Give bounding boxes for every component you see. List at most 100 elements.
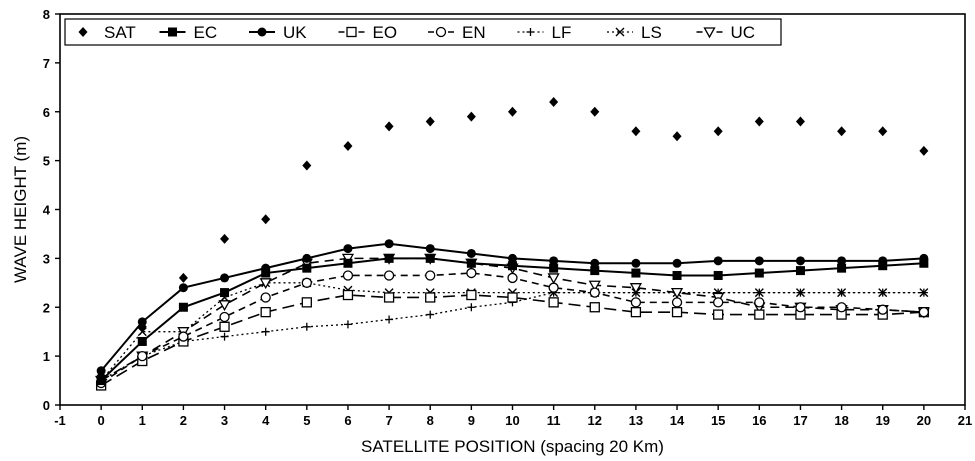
legend-label-en: EN [462,23,486,42]
series-eo-point [301,297,312,308]
series-ec-point [343,258,353,268]
series-uk-point [837,256,847,266]
series-en-point [301,277,312,288]
series-ls-point [795,288,805,298]
series-sat-point [220,233,230,244]
x-axis-title: SATELLITE POSITION (spacing 20 Km) [361,437,664,456]
series-sat-point [672,131,682,142]
series-uk-point [672,258,682,268]
series-eo-point [507,292,518,303]
series-eo-point [425,292,436,303]
series-sat [96,96,929,381]
legend-label-sat: SAT [104,23,136,42]
series-ec-point [878,261,888,271]
x-tick-label: -1 [54,413,66,428]
series-sat-point [343,140,353,151]
series-en-point [383,270,395,281]
legend-marker-sat [78,27,88,37]
plot-frame [59,13,966,406]
x-tick-label: 3 [221,413,228,428]
series-en-point [342,270,354,281]
series-sat-point [178,272,188,283]
series-uk-point [425,244,435,254]
series-ec-point [261,268,271,278]
series-en-point [795,302,806,313]
series-lf-point [343,320,352,329]
legend-marker-uc [703,27,716,39]
series-sat-point [302,160,312,171]
legend-item-eo: EO [338,23,398,42]
x-tick-label: 12 [588,413,602,428]
series-uk-point [220,273,230,283]
x-tick-label: 8 [427,413,434,428]
series-en-point [219,311,230,323]
series-en-point [630,297,642,308]
legend-label-uc: UC [731,23,756,42]
x-tick-label: 10 [505,413,519,428]
legend-marker-eo [346,26,357,38]
series-ls-point [919,288,929,298]
series-uk [96,239,929,376]
legend-item-uc: UC [696,23,756,42]
series-en-point [466,267,477,279]
x-tick-label: 13 [629,413,643,428]
series-sat-point [549,96,559,107]
series-uc-point [588,280,601,292]
series-en-point [548,282,559,293]
legend-item-lf: LF [517,23,571,42]
series-eo-point [713,309,724,320]
series-eo-point [383,292,395,303]
series-layer [95,96,930,391]
x-tick-label: 18 [834,413,848,428]
series-ls-point [837,288,847,298]
series-en-point [589,287,600,298]
series-sat-point [795,116,805,127]
series-ec-point [425,253,435,263]
series-lf-point [385,315,394,324]
series-ec-point [508,261,517,271]
series-eo-point [671,306,683,318]
series-uk-point [590,258,600,268]
x-tick-label: 2 [180,413,187,428]
series-eo-line [100,294,924,387]
series-uk-point [384,239,394,249]
x-tick-label: 21 [958,413,972,428]
series-uk-point [713,256,723,266]
series-ec-point [919,258,929,268]
series-en-point [836,302,847,313]
legend-item-ls: LS [607,23,662,42]
x-tick-label: 4 [262,413,270,428]
series-sat-point [96,370,106,381]
series-ec [96,253,929,386]
series-en-point [877,304,888,315]
series-uk-point [754,256,764,266]
series-ls-point [754,288,764,298]
series-ls-point [878,288,888,298]
series-ec-point [549,263,559,273]
series-sat-point [466,111,476,122]
series-sat-point [837,126,847,137]
series-en-point [671,297,683,308]
y-tick-label: 2 [43,300,50,315]
x-tick-label: 0 [98,413,105,428]
series-ec-point [795,266,805,276]
series-sat-point [384,121,394,132]
x-tick-label: 6 [344,413,351,428]
series-ec-point [837,263,847,273]
x-tick-label: 9 [468,413,475,428]
series-ec-point [590,266,600,276]
series-lf-point [302,322,311,331]
series-uc-point [218,300,231,312]
y-tick-label: 5 [43,154,50,169]
x-tick-label: 20 [917,413,931,428]
series-ec-point [302,263,312,273]
legend-label-eo: EO [373,23,398,42]
series-uk-point [178,283,188,293]
axes: -1 0 1 2 3 4 5 6 7 8 9 10 11 12 13 14 15 16 17 18 19 20 210123… [43,7,972,428]
series-eo-point [260,306,271,318]
x-tick-label: 1 [139,413,146,428]
legend-label-ec: EC [194,23,218,42]
legend-item-sat: SAT [78,23,136,42]
series-en-point [918,306,930,318]
